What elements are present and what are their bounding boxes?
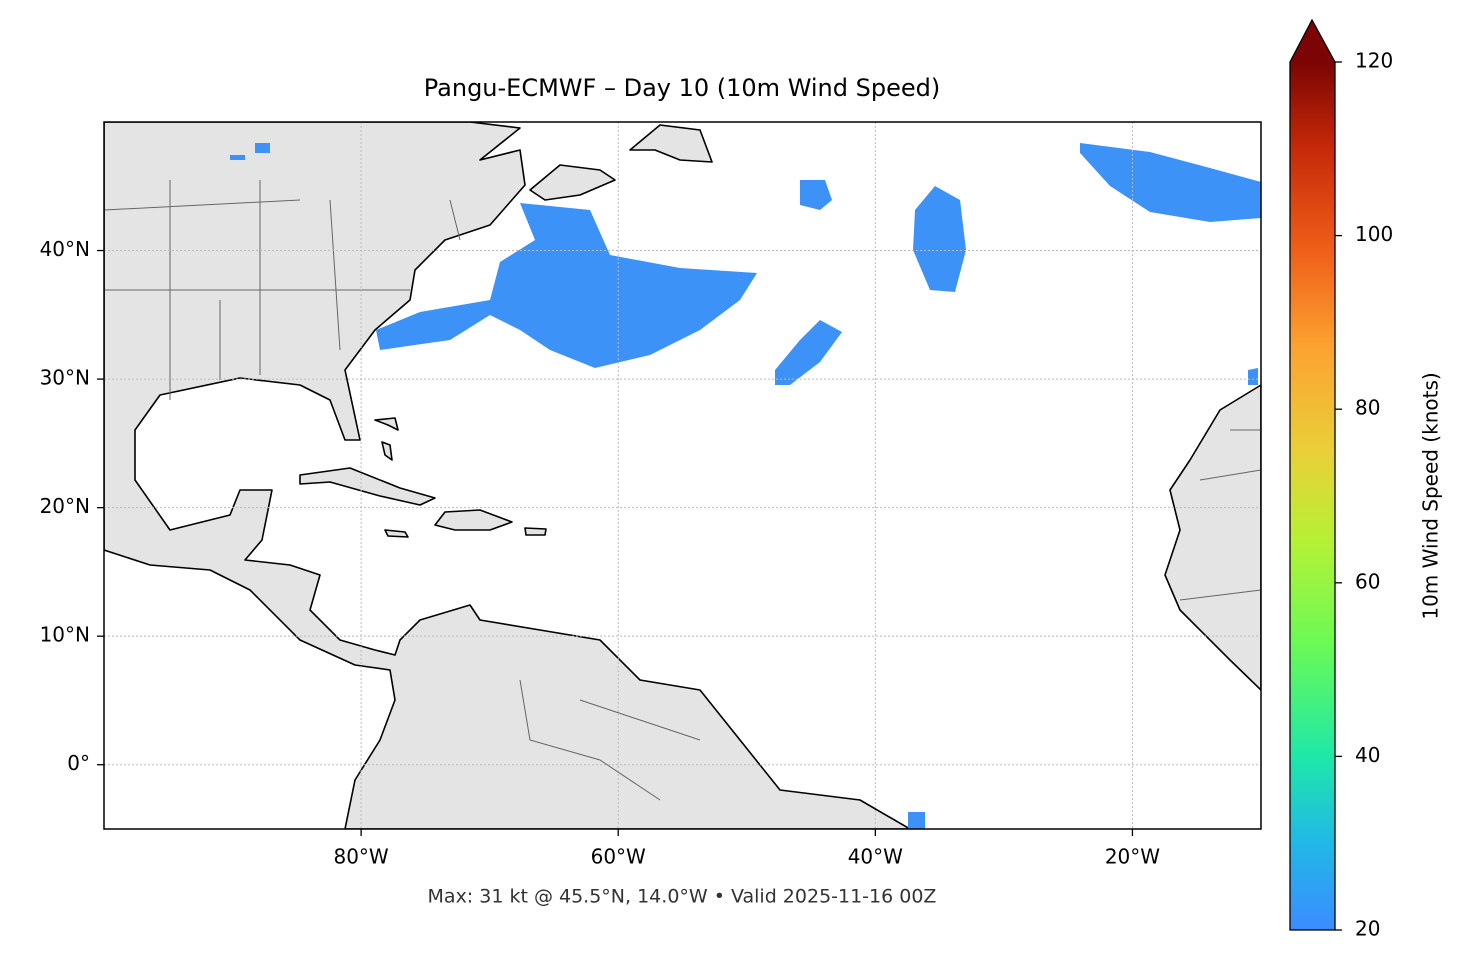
x-tick-label: 40°W [848,845,903,869]
africa [1164,384,1261,691]
footer-note: Max: 31 kt @ 45.5°N, 14.0°W • Valid 2025… [428,886,937,908]
y-tick-label: 40°N [40,237,90,261]
colorbar [1290,62,1335,930]
colorbar-frame [1289,18,1336,931]
americas [104,122,911,829]
colorbar-tick-label: 20 [1355,917,1380,941]
cuba [299,467,436,506]
colorbar-label: 10m Wind Speed (knots) [1419,372,1443,619]
borders [104,180,1261,801]
map-title: Pangu-ECMWF – Day 10 (10m Wind Speed) [424,74,940,102]
colorbar-tick-label: 100 [1355,222,1393,246]
wind-area [800,180,832,210]
canada-maritimes [529,164,616,201]
y-tick-label: 0° [67,751,90,775]
y-tick-label: 10°N [40,623,90,647]
colorbar-tick-label: 120 [1355,49,1393,73]
y-tick-label: 30°N [40,366,90,390]
y-tick-label: 20°N [40,494,90,518]
puerto-rico [524,527,547,536]
wind-area [775,320,842,385]
colorbar-extend [1290,20,1335,62]
bahamas [374,417,399,461]
newfoundland [629,124,713,163]
wind-area [913,186,966,292]
x-tick-label: 20°W [1105,845,1160,869]
colorbar-tick-label: 40 [1355,743,1380,767]
colorbar-tick-label: 80 [1355,396,1380,420]
map-frame [103,121,1262,830]
x-tick-label: 80°W [333,845,388,869]
hispaniola [434,509,513,531]
wind-area [1080,143,1261,222]
x-tick-label: 60°W [591,845,646,869]
jamaica [384,529,409,538]
map-area [104,122,1261,829]
colorbar-tick-label: 60 [1355,569,1380,593]
wind-area [376,203,757,368]
